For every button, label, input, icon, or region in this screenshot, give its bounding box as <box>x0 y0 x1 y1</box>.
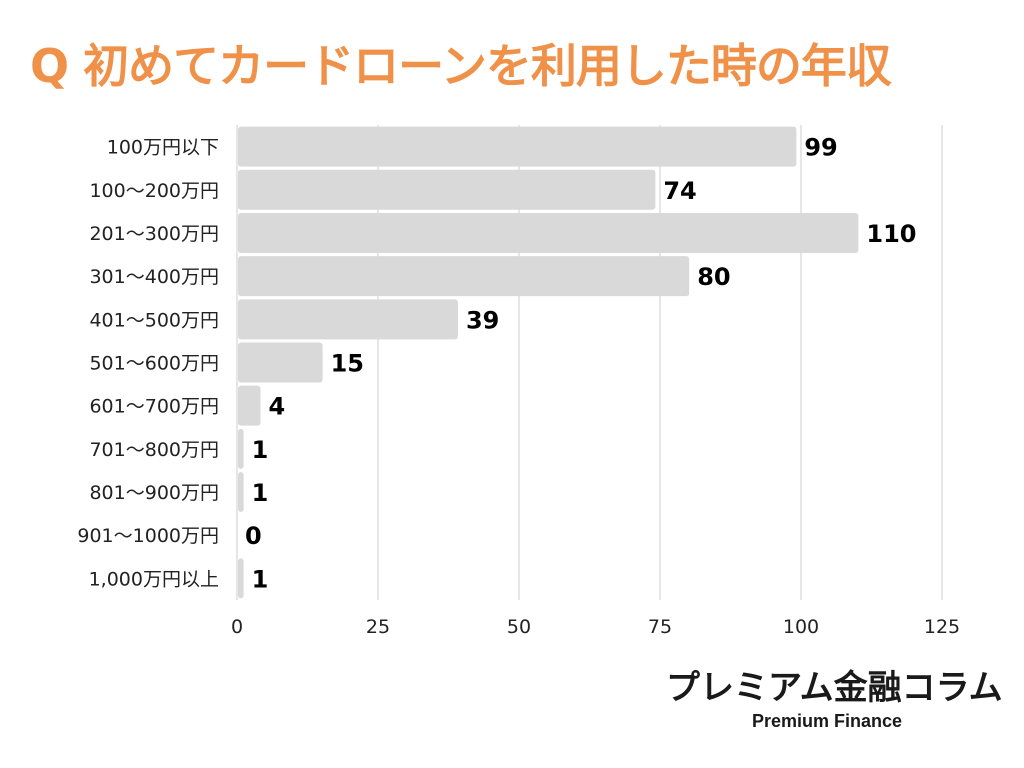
category-label: 901〜1000万円 <box>77 525 219 547</box>
category-label: 100万円以下 <box>107 137 219 159</box>
bar <box>238 342 323 383</box>
x-tick-label: 25 <box>366 616 390 638</box>
value-label: 15 <box>331 350 364 378</box>
value-label: 1 <box>252 436 269 464</box>
category-label: 501〜600万円 <box>89 353 219 375</box>
value-label: 1 <box>252 565 269 593</box>
category-label: 601〜700万円 <box>89 396 219 418</box>
value-label: 1 <box>252 479 269 507</box>
bar <box>238 169 656 210</box>
brand-name: プレミアム金融コラム <box>666 668 1003 708</box>
bar <box>238 472 244 513</box>
bar <box>238 256 690 297</box>
category-label: 401〜500万円 <box>89 309 219 331</box>
brand-subtitle: Premium Finance <box>752 711 903 731</box>
category-label: 100〜200万円 <box>89 180 219 202</box>
category-label: 301〜400万円 <box>89 266 219 288</box>
value-label: 39 <box>466 306 499 334</box>
bar <box>238 428 244 469</box>
bar <box>238 212 859 253</box>
value-label: 4 <box>269 393 286 421</box>
x-tick-labels: 0 25 50 75 100 125 <box>231 616 960 638</box>
x-tick-label: 125 <box>924 616 960 638</box>
chart-title: Q 初めてカードローンを利用した時の年収 <box>30 39 892 93</box>
value-label: 74 <box>663 177 696 205</box>
value-label: 0 <box>245 522 262 550</box>
value-label: 80 <box>697 263 730 291</box>
category-label: 1,000万円以上 <box>89 568 219 590</box>
category-label: 801〜900万円 <box>89 482 219 504</box>
bar <box>238 385 261 426</box>
bars <box>238 126 859 599</box>
category-label: 201〜300万円 <box>89 223 219 245</box>
bar <box>238 126 797 167</box>
category-label: 701〜800万円 <box>89 439 219 461</box>
value-label: 99 <box>804 134 837 162</box>
x-tick-label: 50 <box>507 616 531 638</box>
category-labels: 100万円以下 100〜200万円 201〜300万円 301〜400万円 401〜50… <box>77 137 219 591</box>
x-tick-label: 100 <box>783 616 819 638</box>
bar <box>238 558 244 599</box>
value-label: 110 <box>866 220 916 248</box>
x-tick-label: 75 <box>648 616 672 638</box>
x-tick-label: 0 <box>231 616 243 638</box>
bar <box>238 299 458 340</box>
